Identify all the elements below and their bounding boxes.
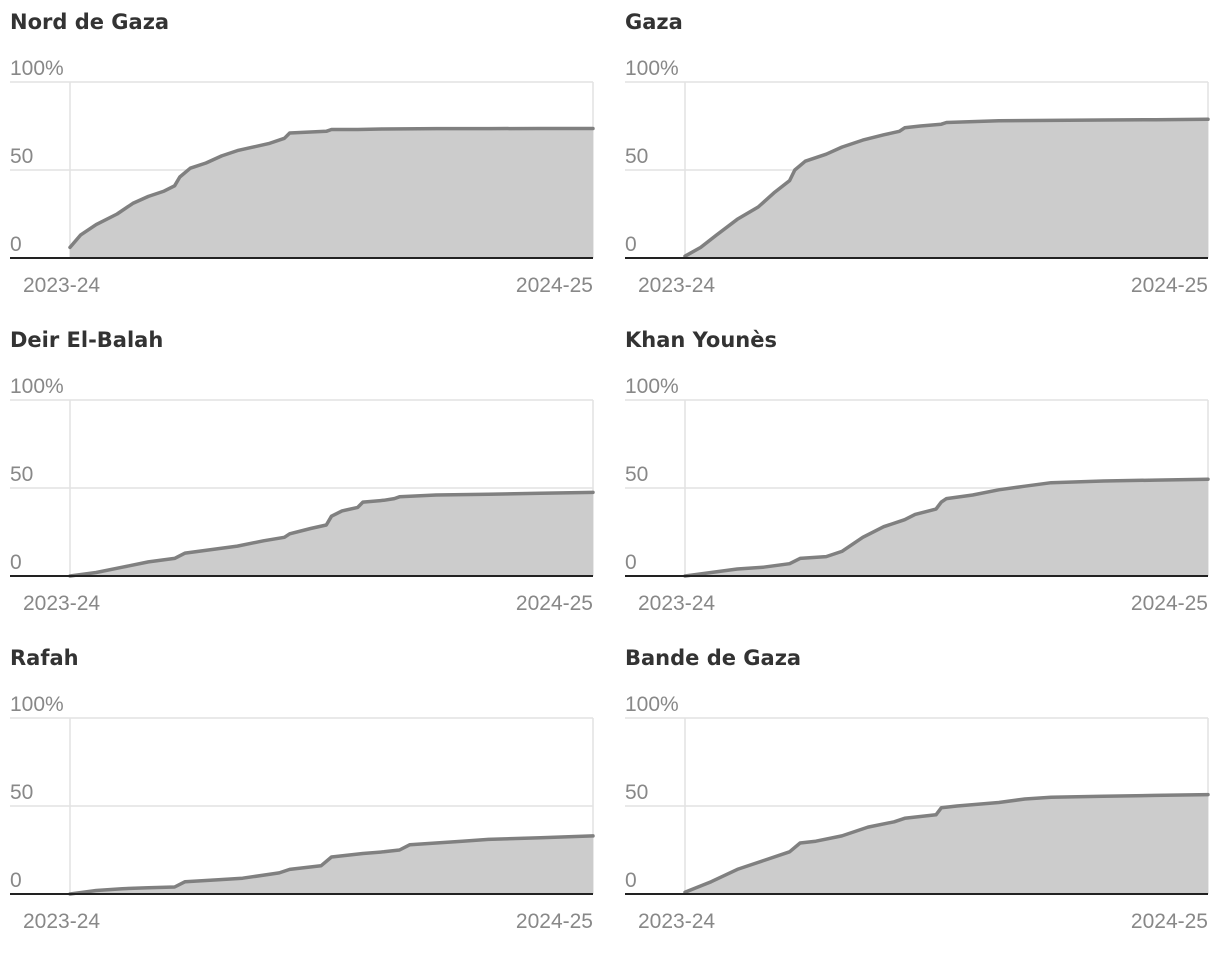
x-tick-label: 2023-24 [638,592,715,615]
panel-title: Deir El-Balah [10,328,164,352]
series-line [683,792,1210,894]
chart-panel-gaza: Gaza 0 50 100% 2023-24 2024-25 [625,0,1220,318]
area-fill [70,128,593,258]
x-tick-label: 2023-24 [23,274,100,297]
y-tick-label: 0 [10,869,22,892]
y-tick-label: 0 [625,233,637,256]
x-tick-label: 2024-25 [1131,592,1208,615]
series-line [683,477,1210,578]
panel-title: Bande de Gaza [625,646,802,670]
chart-panel-rafah: Rafah 0 50 100% 2023-24 2024-25 [10,636,610,954]
chart-panel-bande-de-gaza: Bande de Gaza 0 50 100% 2023-24 2024-25 [625,636,1220,954]
panel-title: Rafah [10,646,79,670]
x-tick-label: 2024-25 [516,592,593,615]
series-line [68,834,595,896]
y-tick-label: 100% [625,57,679,80]
chart-panel-khan-younes: Khan Younès 0 50 100% 2023-24 2024-25 [625,318,1220,636]
chart-svg: 0 50 100% 2023-24 2024-25 [625,693,1210,933]
x-tick-label: 2023-24 [23,592,100,615]
y-tick-label: 0 [625,869,637,892]
y-tick-label: 50 [10,463,33,486]
y-tick-label: 100% [10,693,64,716]
y-tick-label: 0 [10,233,22,256]
y-tick-label: 50 [625,463,648,486]
x-tick-label: 2024-25 [1131,910,1208,933]
series-line [68,490,595,578]
chart-svg: 0 50 100% 2023-24 2024-25 [625,375,1210,615]
area-fill [70,492,593,576]
area-fill [685,479,1208,576]
y-tick-label: 0 [10,551,22,574]
y-tick-label: 100% [10,57,64,80]
y-tick-label: 100% [10,375,64,398]
chart-svg: 0 50 100% 2023-24 2024-25 [10,57,595,297]
chart-panel-deir-el-balah: Deir El-Balah 0 50 100% 2023-24 2024-25 [10,318,610,636]
chart-svg: 0 50 100% 2023-24 2024-25 [10,693,595,933]
y-tick-label: 100% [625,693,679,716]
y-tick-label: 0 [625,551,637,574]
chart-svg: 0 50 100% 2023-24 2024-25 [625,57,1210,297]
y-tick-label: 50 [625,145,648,168]
chart-svg: 0 50 100% 2023-24 2024-25 [10,375,595,615]
x-tick-label: 2023-24 [23,910,100,933]
series-line [68,126,595,250]
x-tick-label: 2023-24 [638,274,715,297]
x-tick-label: 2023-24 [638,910,715,933]
y-tick-label: 100% [625,375,679,398]
y-tick-label: 50 [10,145,33,168]
x-tick-label: 2024-25 [516,910,593,933]
panel-title: Khan Younès [625,328,778,352]
area-fill [70,835,593,894]
x-tick-label: 2024-25 [1131,274,1208,297]
y-tick-label: 50 [10,781,33,804]
series-line [683,117,1210,258]
y-tick-label: 50 [625,781,648,804]
area-fill [685,119,1208,258]
chart-panel-nord-de-gaza: Nord de Gaza 0 50 100% 2023-24 2024-25 [10,0,610,318]
x-tick-label: 2024-25 [516,274,593,297]
panel-title: Nord de Gaza [10,10,170,34]
area-fill [685,794,1208,894]
panel-title: Gaza [625,10,683,34]
